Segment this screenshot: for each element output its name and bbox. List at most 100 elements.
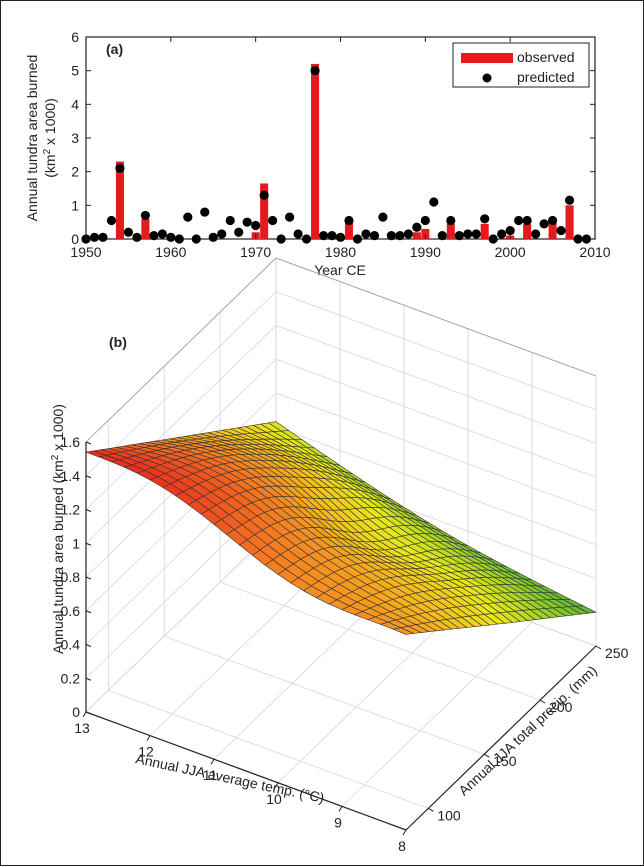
z-tick-label: 1 bbox=[72, 535, 80, 551]
floor-temp-gridline bbox=[341, 622, 533, 807]
predicted-point bbox=[539, 219, 549, 229]
predicted-point bbox=[183, 212, 193, 222]
observed-bar bbox=[311, 63, 320, 239]
predicted-point bbox=[403, 229, 413, 239]
x-tick-label: 1980 bbox=[325, 244, 356, 260]
legend-predicted-label: predicted bbox=[517, 69, 575, 85]
z-tick-mark bbox=[85, 509, 92, 512]
box-top-edge bbox=[85, 257, 597, 443]
precip-tick-label: 100 bbox=[437, 807, 461, 823]
z-tick-mark bbox=[85, 644, 92, 647]
observed-bar bbox=[523, 223, 532, 239]
predicted-point bbox=[225, 215, 235, 226]
z-tick-mark bbox=[85, 441, 92, 445]
y-tick-label: 1 bbox=[71, 197, 79, 213]
x-tick-label: 1990 bbox=[410, 244, 441, 260]
floor-precip-gridline bbox=[164, 635, 485, 755]
panel-b-z-axis-label: Annual tundra area burned (km2 x 1000) bbox=[50, 404, 66, 654]
z-tick-label: 0.8 bbox=[61, 569, 81, 585]
predicted-point bbox=[242, 217, 252, 227]
predicted-point bbox=[522, 215, 532, 226]
precip-axis-line bbox=[405, 645, 597, 831]
predicted-point bbox=[581, 234, 592, 244]
legend-box bbox=[452, 42, 590, 88]
floor-temp-gridline bbox=[85, 527, 277, 713]
predicted-point bbox=[98, 232, 108, 242]
x-tick-label: 2000 bbox=[495, 244, 526, 260]
temp-tick-mark bbox=[274, 782, 279, 789]
legend: observed predicted bbox=[452, 42, 590, 88]
predicted-point bbox=[123, 227, 134, 237]
predicted-point bbox=[310, 66, 320, 76]
z-tick-label: 0 bbox=[72, 704, 80, 720]
predicted-point bbox=[497, 229, 507, 239]
observed-bar bbox=[115, 161, 124, 239]
x-tick-label: 1950 bbox=[70, 244, 101, 260]
predicted-point bbox=[437, 231, 447, 241]
temp-tick-label: 11 bbox=[203, 767, 218, 783]
panel-b: (b) 0 0.2 0.4 0.6 0.8 1 1.2 1.4 1.6 13 12 11 10 9 8 1… bbox=[50, 257, 629, 854]
surface-z-ticks: 0 0.2 0.4 0.6 0.8 1 1.2 1.4 1.6 bbox=[61, 434, 92, 720]
temp-tick-label: 12 bbox=[138, 744, 154, 760]
temp-tick-mark bbox=[82, 711, 87, 718]
z-tick-mark bbox=[85, 576, 92, 580]
predicted-point bbox=[174, 234, 184, 244]
predicted-points bbox=[81, 66, 592, 244]
predicted-point bbox=[234, 227, 244, 237]
z-tick-mark bbox=[85, 542, 92, 546]
observed-bar bbox=[446, 223, 455, 239]
precip-tick-mark bbox=[428, 807, 434, 812]
z-tick-label: 0.4 bbox=[61, 637, 81, 653]
predicted-point bbox=[200, 207, 210, 217]
predicted-point bbox=[293, 229, 303, 239]
panel-a-label: (a) bbox=[106, 41, 123, 57]
temp-tick-label: 10 bbox=[266, 791, 282, 807]
predicted-point bbox=[157, 229, 167, 239]
panel-b-label: (b) bbox=[109, 334, 127, 350]
y-tick-label: 5 bbox=[71, 63, 79, 79]
predicted-point bbox=[352, 234, 363, 244]
panel-a-x-ticks: 1950 1960 1970 1980 1990 2000 2010 bbox=[70, 37, 611, 260]
predicted-point bbox=[89, 232, 100, 242]
predicted-point bbox=[420, 215, 430, 226]
predicted-point bbox=[344, 215, 354, 226]
temp-tick-label: 8 bbox=[398, 838, 406, 854]
predicted-point bbox=[361, 229, 371, 239]
surface-patch bbox=[392, 627, 415, 635]
panel-a-x-axis-label: Year CE bbox=[314, 262, 366, 278]
predicted-point bbox=[463, 229, 473, 239]
temp-tick-mark bbox=[210, 758, 215, 765]
predicted-point bbox=[217, 229, 227, 239]
predicted-point bbox=[106, 215, 117, 226]
floor-precip-gridline bbox=[108, 689, 429, 809]
predicted-point bbox=[251, 220, 261, 231]
predicted-point bbox=[514, 215, 524, 226]
predicted-point bbox=[140, 210, 150, 221]
predicted-point bbox=[259, 190, 269, 200]
x-tick-label: 1970 bbox=[240, 244, 271, 260]
precip-tick-label: 150 bbox=[493, 753, 517, 769]
z-tick-label: 0.6 bbox=[61, 603, 81, 619]
predicted-point bbox=[386, 231, 396, 241]
x-tick-label: 1960 bbox=[155, 244, 186, 260]
predicted-point bbox=[412, 222, 422, 232]
predicted-point bbox=[505, 225, 515, 236]
observed-bar bbox=[565, 205, 574, 239]
y-tick-label: 3 bbox=[71, 130, 79, 146]
precip-tick-label: 200 bbox=[549, 699, 573, 715]
z-tick-label: 1.2 bbox=[61, 502, 81, 518]
temp-axis-line bbox=[85, 711, 407, 831]
observed-bar bbox=[141, 218, 150, 239]
predicted-point bbox=[531, 229, 541, 239]
floor-precip-gridline bbox=[219, 581, 541, 701]
panel-b-precip-axis-label: Annual JJA total precip. (mm) bbox=[455, 662, 600, 798]
x-tick-label: 2010 bbox=[579, 244, 610, 260]
temp-tick-mark bbox=[338, 806, 343, 812]
z-tick-mark bbox=[85, 610, 92, 614]
observed-bar bbox=[344, 222, 354, 239]
predicted-point bbox=[318, 231, 329, 241]
precip-tick-label: 250 bbox=[605, 645, 629, 661]
temp-tick-label: 13 bbox=[74, 720, 90, 736]
